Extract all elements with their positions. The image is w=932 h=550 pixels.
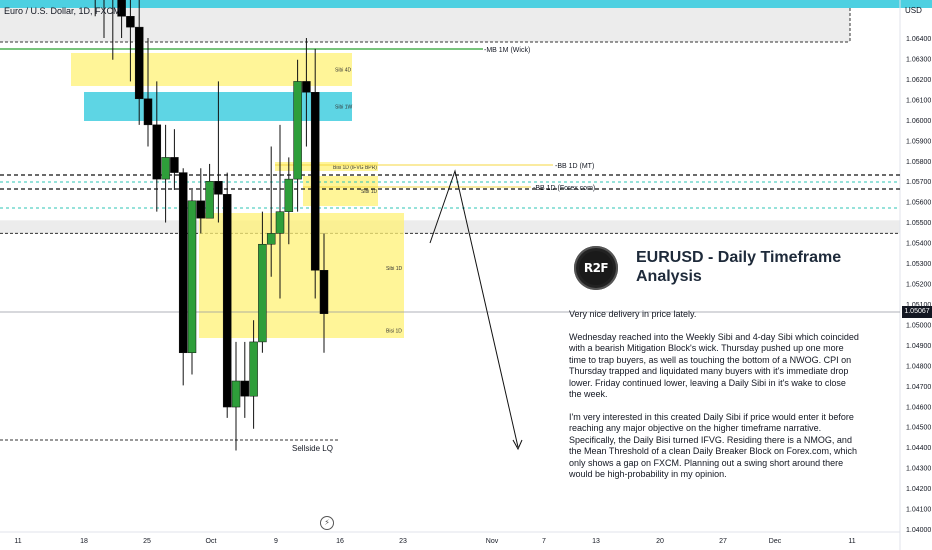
y-tick-label: 1.05400 <box>906 241 931 248</box>
y-tick-label: 1.05500 <box>906 220 931 227</box>
y-tick-label: 1.04800 <box>906 363 931 370</box>
candle-body <box>249 341 258 397</box>
x-tick-label: Nov <box>486 538 499 545</box>
y-tick-label: 1.06400 <box>906 36 931 43</box>
candle-body <box>310 92 320 271</box>
level-label: Sellside LQ <box>292 444 333 453</box>
y-tick-label: 1.04200 <box>906 486 931 493</box>
y-tick-label: 1.04900 <box>906 343 931 350</box>
candle-body <box>231 380 241 408</box>
x-tick-label: 7 <box>542 538 546 545</box>
symbol-title: Euro / U.S. Dollar, 1D, FXCM <box>4 6 121 16</box>
y-tick-label: 1.06200 <box>906 77 931 84</box>
candle-body <box>126 16 135 28</box>
zone-label: Bisi 1D (IFVG BPR) <box>333 165 377 171</box>
zone-4 <box>199 213 404 323</box>
x-tick-label: Oct <box>206 538 217 545</box>
candle-body <box>117 0 126 17</box>
candle-body <box>319 270 329 314</box>
analysis-paragraph: I'm very interested in this created Dail… <box>569 411 857 480</box>
x-tick-label: 13 <box>592 538 600 545</box>
candle-body <box>293 81 302 180</box>
zone-label: Sibi 1D <box>361 189 378 195</box>
y-tick-label: 1.05600 <box>906 200 931 207</box>
last-price-label: 1.05067 <box>902 306 932 318</box>
candle-body <box>266 233 276 245</box>
y-tick-label: 1.05800 <box>906 159 931 166</box>
y-tick-label: 1.05700 <box>906 179 931 186</box>
zone-label: Sibi 1W <box>335 105 353 111</box>
candle-body <box>275 211 285 234</box>
candle-body <box>170 157 179 173</box>
y-tick-label: 1.04300 <box>906 466 931 473</box>
y-tick-label: 1.05900 <box>906 138 931 145</box>
level-label: -BB 1D (Forex.com) <box>533 185 595 192</box>
zone-label: Sibi 4D <box>335 68 352 74</box>
analysis-paragraph: Wednesday reached into the Weekly Sibi a… <box>569 331 859 400</box>
gap-zone-lower <box>0 220 900 234</box>
y-tick-label: 1.05300 <box>906 261 931 268</box>
y-tick-label: 1.05100 <box>906 302 931 309</box>
x-tick-label: 16 <box>336 538 344 545</box>
x-tick-label: 23 <box>399 538 407 545</box>
level-label: -BB 1D (MT) <box>555 163 594 170</box>
zone-0 <box>71 53 352 86</box>
y-tick-label: 1.05200 <box>906 282 931 289</box>
zone-label: Bisi 1D <box>386 329 402 335</box>
x-tick-label: 25 <box>143 538 151 545</box>
y-tick-label: 1.04700 <box>906 384 931 391</box>
analysis-title: EURUSD - Daily Timeframe Analysis <box>636 249 842 285</box>
y-tick-label: 1.04500 <box>906 425 931 432</box>
candle-body <box>214 181 223 195</box>
candle-body <box>284 178 294 212</box>
r2f-logo: R2F <box>574 246 618 290</box>
zone-label: Sibi 1D <box>386 266 403 272</box>
candle-body <box>258 243 267 343</box>
x-tick-label: Dec <box>769 538 782 545</box>
candle-body <box>196 200 206 219</box>
currency-label: USD <box>905 6 922 15</box>
candle-body <box>205 181 214 219</box>
top-weekly-strip <box>0 0 932 8</box>
lightning-icon[interactable]: ⚡ <box>320 516 334 530</box>
x-tick-label: 20 <box>656 538 664 545</box>
x-tick-label: 9 <box>274 538 278 545</box>
y-tick-label: 1.04400 <box>906 445 931 452</box>
projection-path <box>429 169 519 448</box>
candle-body <box>240 380 250 397</box>
y-tick-label: 1.06100 <box>906 97 931 104</box>
candle-body <box>143 98 153 126</box>
y-tick-label: 1.04100 <box>906 507 931 514</box>
zone-2 <box>275 162 378 171</box>
analysis-paragraph: Very nice delivery in price lately. <box>569 309 697 319</box>
y-tick-label: 1.06300 <box>906 56 931 63</box>
y-tick-label: 1.06000 <box>906 118 931 125</box>
y-tick-label: 1.04600 <box>906 404 931 411</box>
projection-arrowhead <box>512 439 523 451</box>
candle-body <box>152 124 162 180</box>
candle-body <box>161 157 170 180</box>
x-tick-label: 11 <box>848 538 855 545</box>
candle-body <box>302 81 311 93</box>
level-label: -MB 1M (Wick) <box>484 47 530 54</box>
candle-body <box>178 172 188 354</box>
x-tick-label: 11 <box>14 538 21 545</box>
x-tick-label: 18 <box>80 538 88 545</box>
x-tick-label: 27 <box>719 538 727 545</box>
analysis-body: Very nice delivery in price lately. Wedn… <box>569 309 859 492</box>
y-tick-label: 1.04000 <box>906 527 931 534</box>
candle-body <box>134 26 144 100</box>
zone-5 <box>199 323 404 338</box>
candle-body <box>222 194 232 408</box>
y-tick-label: 1.05000 <box>906 322 931 329</box>
logo-text: R2F <box>579 251 613 285</box>
candle-body <box>187 200 197 354</box>
